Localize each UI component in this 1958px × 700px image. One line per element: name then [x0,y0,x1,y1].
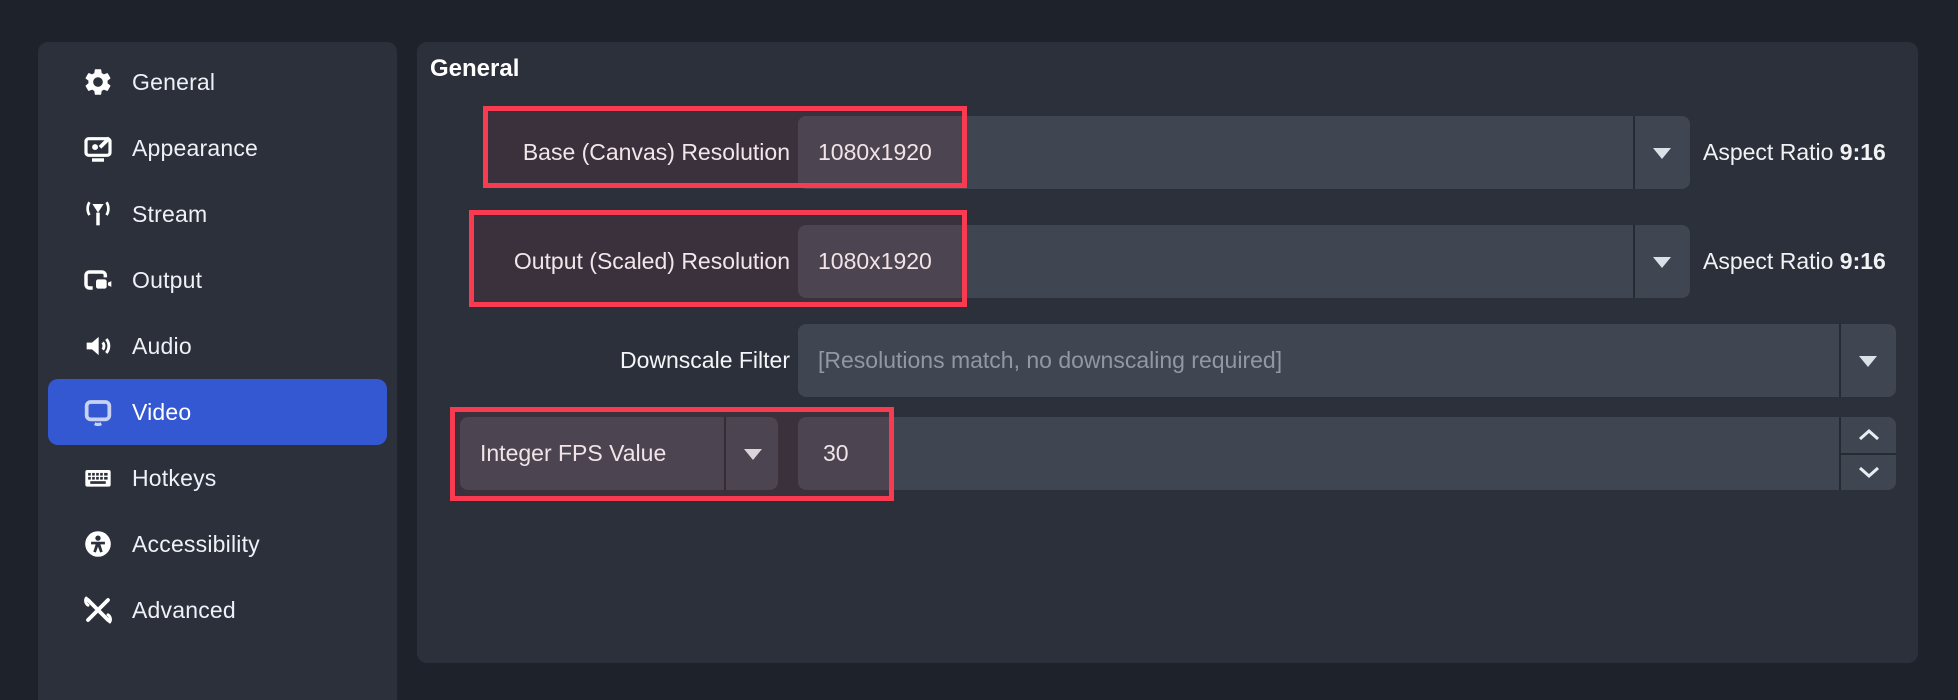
sidebar-label-video: Video [132,398,192,425]
sidebar-item-hotkeys[interactable]: Hotkeys [48,445,387,511]
base-resolution-value: 1080x1920 [818,139,932,165]
output-resolution-label: Output (Scaled) Resolution [513,248,790,274]
audio-icon [81,329,115,363]
output-resolution-combobox[interactable]: 1080x1920 [798,225,1690,298]
sidebar-item-advanced[interactable]: Advanced [48,577,387,643]
stream-icon [81,197,115,231]
sidebar-label-appearance: Appearance [132,134,259,161]
combo-divider [1633,225,1635,298]
combo-divider [724,417,726,490]
advanced-icon [81,593,115,627]
gear-icon [81,65,115,99]
spinner-column [1839,417,1896,490]
fps-value: 30 [823,440,849,466]
chevron-down-icon [1653,256,1671,268]
sidebar-label-hotkeys: Hotkeys [132,464,217,491]
fps-type-value: Integer FPS Value [480,440,667,466]
sidebar-label-audio: Audio [132,332,192,359]
chevron-up-icon [1858,429,1879,441]
spin-up-button[interactable] [1841,417,1896,455]
section-title: General [430,55,520,82]
downscale-filter-dropdown[interactable]: [Resolutions match, no downscaling requi… [798,324,1896,397]
sidebar-item-output[interactable]: Output [48,247,387,313]
fps-value-spinbox[interactable]: 30 [798,417,1896,490]
sidebar-label-advanced: Advanced [132,596,236,623]
combo-divider [1839,324,1841,397]
video-settings-panel: General Base (Canvas) Resolution 1080x19… [417,42,1918,663]
sidebar-label-stream: Stream [132,200,208,227]
chevron-down-icon [1653,147,1671,159]
chevron-down-icon [1858,466,1879,478]
sidebar-label-accessibility: Accessibility [132,530,260,557]
video-icon [81,395,115,429]
downscale-filter-value: [Resolutions match, no downscaling requi… [818,347,1283,373]
sidebar-item-stream[interactable]: Stream [48,181,387,247]
settings-sidebar: General Appearance Stream [38,42,397,700]
sidebar-item-video[interactable]: Video [48,379,387,445]
sidebar-label-general: General [132,68,216,95]
output-icon [81,263,115,297]
fps-type-dropdown[interactable]: Integer FPS Value [460,417,778,490]
output-resolution-value: 1080x1920 [818,248,932,274]
chevron-down-icon [744,448,762,460]
spin-down-button[interactable] [1841,452,1896,491]
sidebar-item-general[interactable]: General [48,49,387,115]
sidebar-label-output: Output [132,266,203,293]
base-aspect-ratio: Aspect Ratio 9:16 [1703,139,1886,165]
chevron-down-icon [1859,355,1877,367]
sidebar-item-audio[interactable]: Audio [48,313,387,379]
downscale-filter-label: Downscale Filter [620,347,790,373]
hotkeys-icon [81,461,115,495]
appearance-icon [81,131,115,165]
output-aspect-ratio: Aspect Ratio 9:16 [1703,248,1886,274]
base-resolution-label: Base (Canvas) Resolution [522,139,790,165]
accessibility-icon [81,527,115,561]
sidebar-item-appearance[interactable]: Appearance [48,115,387,181]
combo-divider [1633,116,1635,189]
base-resolution-combobox[interactable]: 1080x1920 [798,116,1690,189]
sidebar-item-accessibility[interactable]: Accessibility [48,511,387,577]
